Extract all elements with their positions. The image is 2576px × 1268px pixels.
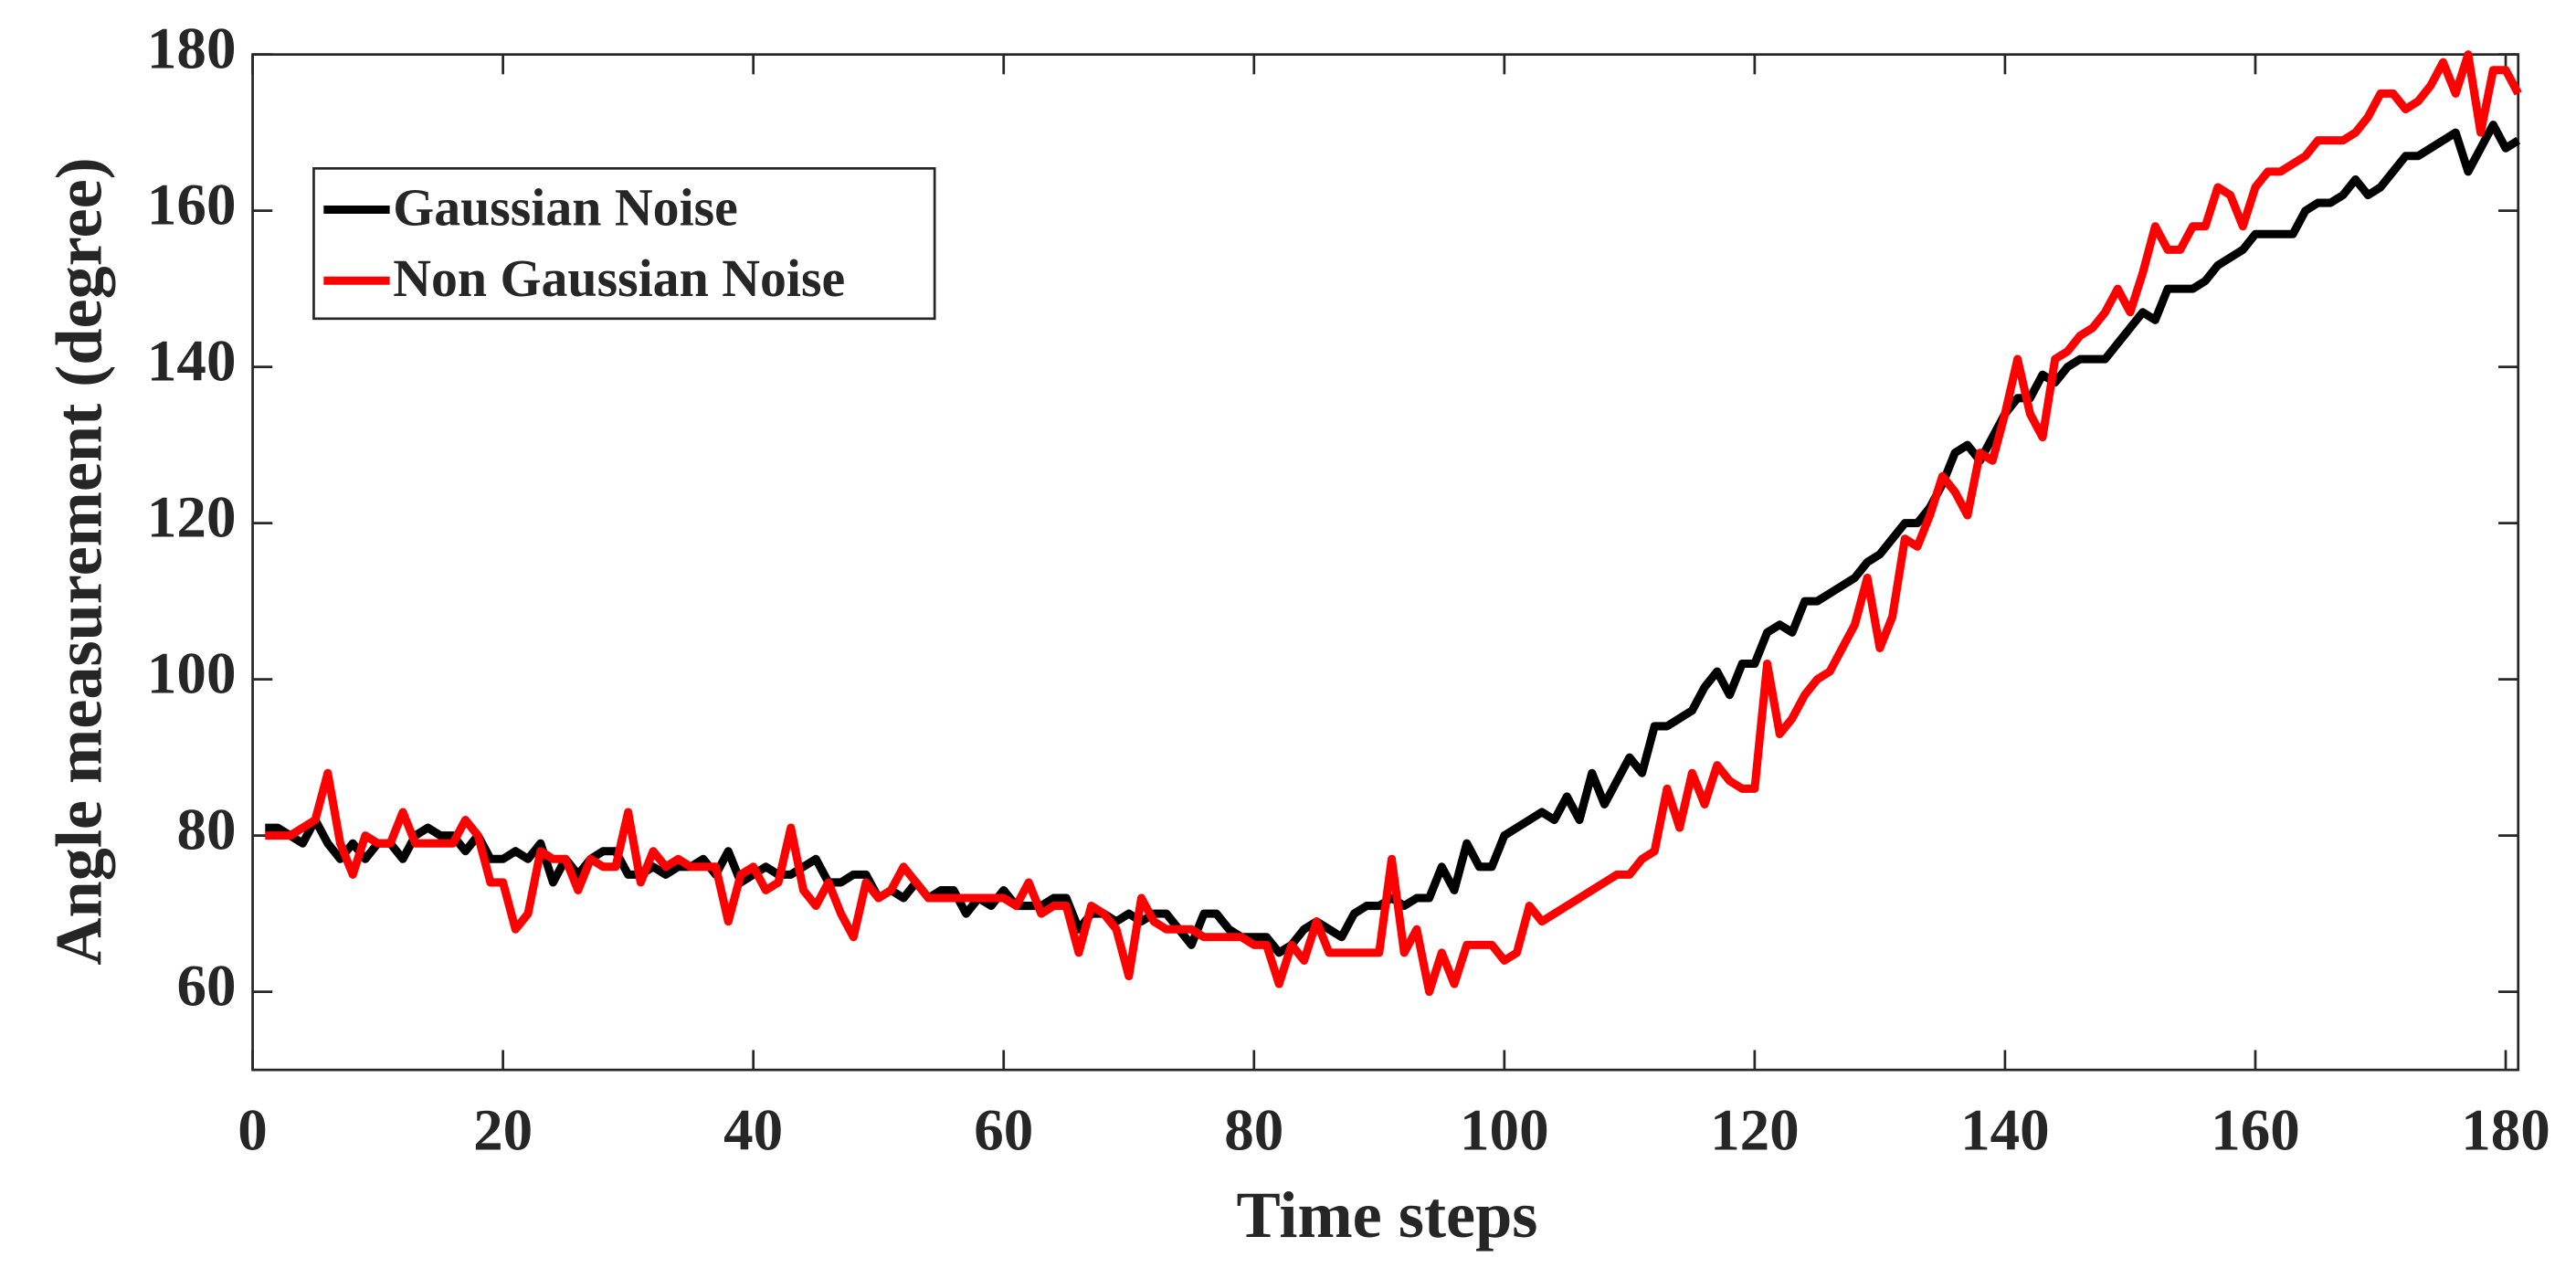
plot-area (251, 53, 2520, 1072)
x-tick-label: 0 (238, 1097, 268, 1163)
y-tick-label: 60 (176, 954, 236, 1020)
x-tick-label: 160 (2211, 1097, 2300, 1163)
legend-box (312, 166, 936, 321)
x-axis-label: Time steps (1236, 1178, 1537, 1252)
y-tick-label: 100 (147, 641, 237, 707)
y-tick-label: 140 (147, 329, 237, 395)
legend-label: Non Gaussian Noise (393, 248, 845, 308)
series-line (265, 50, 2522, 997)
x-tick-label: 20 (473, 1097, 533, 1163)
y-tick-label: 80 (176, 798, 236, 863)
x-tick-label: 100 (1460, 1097, 1549, 1163)
x-tick-label: 60 (974, 1097, 1033, 1163)
y-tick-label: 120 (147, 485, 237, 551)
y-tick-label: 160 (147, 173, 237, 238)
x-tick-label: 120 (1710, 1097, 1800, 1163)
y-tick-label: 180 (147, 16, 237, 82)
x-tick-label: 40 (723, 1097, 783, 1163)
y-axis-label: Angle measurement (degree) (43, 157, 116, 965)
x-tick-label: 80 (1224, 1097, 1283, 1163)
legend-label: Gaussian Noise (393, 177, 738, 237)
x-tick-label: 180 (2461, 1097, 2550, 1163)
x-tick-label: 140 (1960, 1097, 2050, 1163)
